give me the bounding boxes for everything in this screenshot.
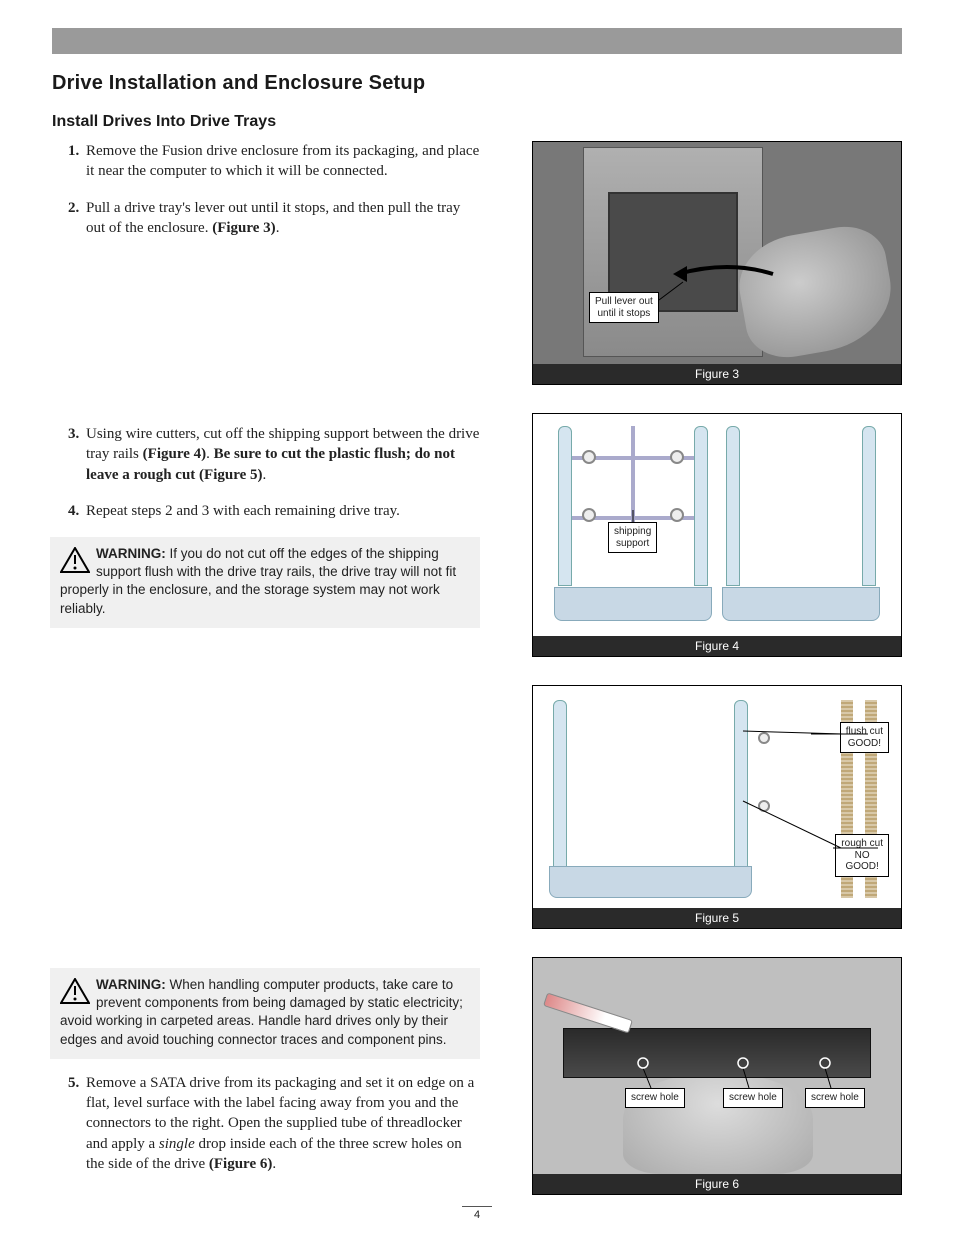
callout-screw-hole-3: screw hole (805, 1088, 865, 1108)
figure-3-image: Pull lever out until it stops (533, 142, 901, 364)
figure-3: Pull lever out until it stops Figure 3 (532, 141, 902, 385)
page-title: Drive Installation and Enclosure Setup (52, 72, 902, 95)
warning-box-1: WARNING: If you do not cut off the edges… (50, 537, 480, 628)
figure-5-caption: Figure 5 (533, 908, 901, 928)
section-subheading: Install Drives Into Drive Trays (52, 113, 902, 131)
step-number: 2. (68, 198, 79, 218)
header-bar (52, 28, 902, 54)
step-tail: . (276, 220, 280, 236)
left-column: 1. Remove the Fusion drive enclosure fro… (52, 141, 482, 1195)
step-tail: . (263, 467, 267, 483)
step-text: Repeat steps 2 and 3 with each remaining… (86, 503, 400, 519)
step-mid: . (206, 446, 214, 462)
warning-icon (60, 547, 90, 578)
step-text: Remove the Fusion drive enclosure from i… (86, 143, 479, 179)
callout-flush-cut: flush cut GOOD! (840, 722, 889, 753)
figure-6-image: screw hole screw hole screw hole (533, 958, 901, 1174)
figure-4-image: shipping support (533, 414, 901, 636)
page-content: Drive Installation and Enclosure Setup I… (52, 72, 902, 1195)
figure-ref: (Figure 4) (143, 446, 206, 462)
step-number: 4. (68, 501, 79, 521)
warning-box-2: WARNING: When handling computer products… (50, 968, 480, 1059)
callout-rough-cut: rough cut NO GOOD! (835, 834, 889, 877)
callout-screw-hole-1: screw hole (625, 1088, 685, 1108)
warning-icon (60, 978, 90, 1009)
step-1: 1. Remove the Fusion drive enclosure fro… (68, 141, 482, 182)
figure-5: flush cut GOOD! rough cut NO GOOD! Figur… (532, 685, 902, 929)
warning-label: WARNING: (96, 546, 166, 561)
figure-ref: (Figure 6) (209, 1156, 272, 1172)
figure-6-caption: Figure 6 (533, 1174, 901, 1194)
step-number: 1. (68, 141, 79, 161)
figure-4: shipping support Figure 4 (532, 413, 902, 657)
right-column: Pull lever out until it stops Figure 3 (510, 141, 902, 1195)
emphasis-italic: single (159, 1136, 195, 1152)
figure-3-caption: Figure 3 (533, 364, 901, 384)
figure-6: screw hole screw hole screw hole Figure … (532, 957, 902, 1195)
callout-pull-lever: Pull lever out until it stops (589, 292, 659, 323)
step-5: 5. Remove a SATA drive from its packagin… (68, 1073, 482, 1174)
step-2: 2. Pull a drive tray's lever out until i… (68, 198, 482, 239)
page-number: 4 (462, 1206, 492, 1221)
step-number: 3. (68, 424, 79, 444)
step-4: 4. Repeat steps 2 and 3 with each remain… (68, 501, 482, 521)
step-tail: . (272, 1156, 276, 1172)
step-number: 5. (68, 1073, 79, 1093)
warning-label: WARNING: (96, 977, 166, 992)
step-3: 3. Using wire cutters, cut off the shipp… (68, 424, 482, 485)
callout-screw-hole-2: screw hole (723, 1088, 783, 1108)
figure-4-caption: Figure 4 (533, 636, 901, 656)
figure-ref: (Figure 3) (212, 220, 275, 236)
callout-shipping-support: shipping support (608, 522, 657, 553)
figure-5-image: flush cut GOOD! rough cut NO GOOD! (533, 686, 901, 908)
